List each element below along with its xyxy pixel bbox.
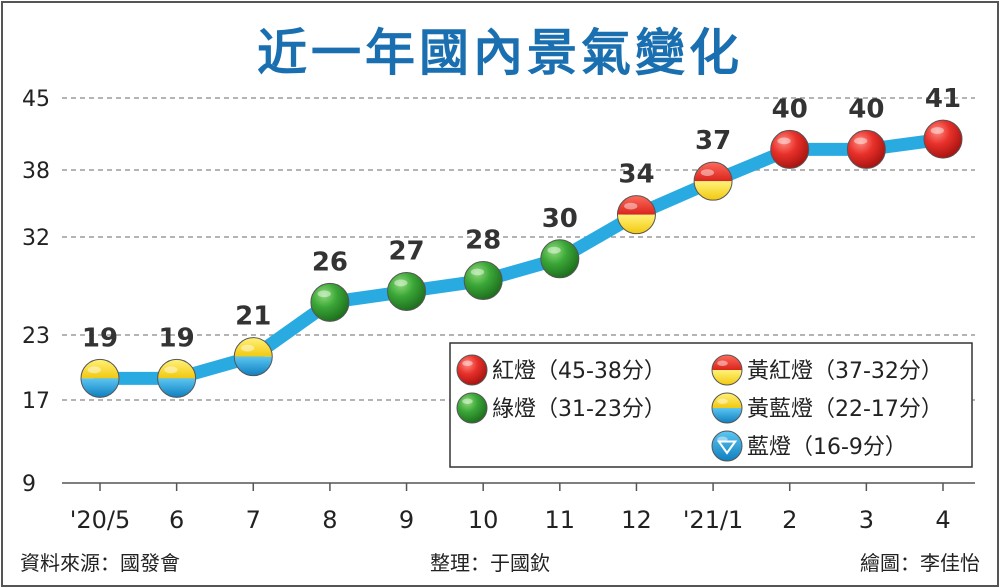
x-tick-label: '20/5	[70, 506, 131, 534]
data-label: 30	[542, 204, 578, 234]
legend-label: 綠燈（31-23分）	[492, 397, 666, 422]
legend-swatch	[456, 392, 488, 424]
x-tick-label: 7	[246, 506, 261, 534]
data-point	[770, 129, 810, 169]
legend-item: 紅燈（45-38分）	[456, 354, 666, 386]
footer-compiler: 整理：于國欽	[430, 551, 550, 575]
data-label: 41	[925, 84, 961, 114]
legend-swatch	[456, 354, 488, 386]
legend-item: 藍燈（16-9分）	[711, 430, 907, 462]
legend-label: 藍燈（16-9分）	[747, 435, 907, 460]
x-tick-label: '21/1	[683, 506, 744, 534]
y-tick-label: 23	[22, 324, 50, 349]
x-tick-label: 11	[545, 506, 576, 534]
x-tick-label: 9	[399, 506, 414, 534]
data-labels-layer: 19 19 21 26 27 28 30 34 37 40 40 41	[82, 84, 961, 353]
y-tick-label: 38	[22, 159, 50, 184]
y-tick-label: 9	[22, 472, 36, 497]
x-tick-label: 3	[859, 506, 874, 534]
y-tick-label: 32	[22, 226, 50, 251]
data-label: 19	[82, 323, 118, 353]
data-label: 34	[618, 160, 654, 190]
data-point	[540, 239, 580, 279]
footer-illustrator: 繪圖：李佳怡	[860, 551, 980, 575]
data-point	[233, 337, 273, 377]
data-point	[693, 161, 733, 201]
y-tick-label: 45	[22, 87, 50, 112]
data-label: 19	[159, 323, 195, 353]
footer-source: 資料來源：國發會	[20, 551, 180, 575]
data-point	[80, 358, 120, 398]
x-tick-label: 2	[782, 506, 797, 534]
data-point	[616, 195, 656, 235]
legend: 紅燈（45-38分） 黃紅燈（37-32分） 綠燈（31-23分） 黃藍燈（22-17…	[449, 342, 973, 468]
x-tick-label: 4	[935, 506, 950, 534]
legend-label: 紅燈（45-38分）	[492, 359, 666, 384]
legend-item: 黃藍燈（22-17分）	[711, 392, 943, 424]
legend-swatch	[711, 354, 743, 386]
data-label: 40	[848, 94, 884, 124]
x-tick-label: 12	[621, 506, 652, 534]
data-point	[923, 119, 963, 159]
data-point	[387, 271, 427, 311]
data-point	[846, 129, 886, 169]
legend-label: 黃紅燈（37-32分）	[747, 359, 943, 384]
data-label: 27	[388, 236, 424, 266]
legend-item: 黃紅燈（37-32分）	[711, 354, 943, 386]
legend-box	[449, 342, 973, 468]
chart-title: 近一年國內景氣變化	[257, 24, 743, 82]
x-tick-label: 6	[169, 506, 184, 534]
data-point	[463, 261, 503, 301]
legend-label: 黃藍燈（22-17分）	[747, 397, 943, 422]
x-tick-label: 10	[468, 506, 499, 534]
y-tick-label: 17	[22, 389, 50, 414]
data-points-layer	[80, 119, 963, 398]
legend-swatch	[711, 430, 743, 462]
data-label: 37	[695, 126, 731, 156]
data-label: 40	[772, 94, 808, 124]
data-point	[157, 358, 197, 398]
data-label: 28	[465, 226, 501, 256]
legend-item: 綠燈（31-23分）	[456, 392, 666, 424]
legend-swatch	[711, 392, 743, 424]
x-tick-label: 8	[322, 506, 337, 534]
data-label: 26	[312, 247, 348, 277]
data-point	[310, 282, 350, 322]
data-label: 21	[235, 302, 271, 332]
